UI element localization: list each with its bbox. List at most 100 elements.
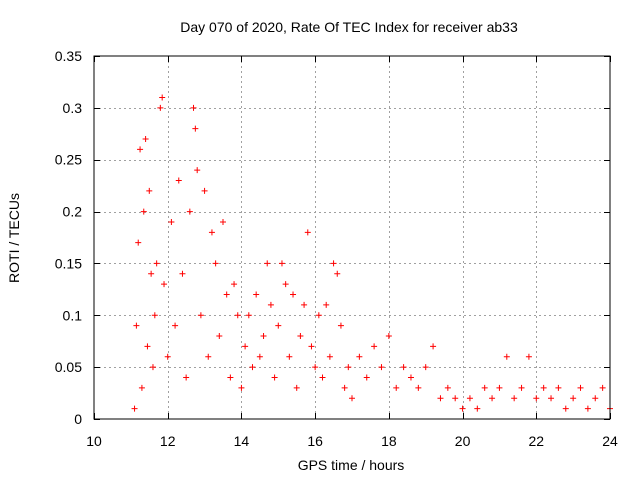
data-point xyxy=(444,384,451,391)
y-tick-label: 0.35 xyxy=(55,48,82,64)
data-point xyxy=(540,384,547,391)
data-point xyxy=(138,384,145,391)
data-point xyxy=(304,229,311,236)
x-tick-label: 12 xyxy=(160,433,176,449)
data-point xyxy=(260,333,267,340)
data-point xyxy=(131,405,138,412)
data-point xyxy=(363,374,370,381)
data-point xyxy=(570,395,577,402)
data-point xyxy=(231,281,238,288)
x-tick-label: 18 xyxy=(381,433,397,449)
data-point xyxy=(172,322,179,329)
data-point xyxy=(271,374,278,381)
data-point xyxy=(562,405,569,412)
data-point xyxy=(234,312,241,319)
x-tick-label: 10 xyxy=(86,433,102,449)
data-point xyxy=(216,333,223,340)
data-point xyxy=(459,405,466,412)
x-tick-label: 14 xyxy=(234,433,250,449)
data-point xyxy=(290,291,297,298)
data-point xyxy=(179,270,186,277)
data-point xyxy=(437,395,444,402)
data-point xyxy=(407,374,414,381)
data-point xyxy=(168,218,175,225)
data-point xyxy=(153,260,160,267)
data-point xyxy=(275,322,282,329)
data-point xyxy=(323,301,330,308)
x-tick-label: 24 xyxy=(602,433,618,449)
data-point xyxy=(481,384,488,391)
data-point xyxy=(577,384,584,391)
data-point xyxy=(161,281,168,288)
data-point xyxy=(599,384,606,391)
y-axis-title: ROTI / TECUs xyxy=(6,193,22,283)
data-point xyxy=(533,395,540,402)
y-tick-label: 0.3 xyxy=(63,100,83,116)
data-point xyxy=(548,395,555,402)
y-tick-label: 0.15 xyxy=(55,255,82,271)
y-tick-label: 0.1 xyxy=(63,307,83,323)
data-point xyxy=(144,343,151,350)
data-point xyxy=(242,343,249,350)
data-point xyxy=(278,260,285,267)
data-point xyxy=(330,260,337,267)
data-point xyxy=(212,260,219,267)
data-point xyxy=(496,384,503,391)
data-point xyxy=(489,395,496,402)
plot-frame xyxy=(93,55,611,420)
data-point xyxy=(466,395,473,402)
data-point xyxy=(282,281,289,288)
x-tick-label: 20 xyxy=(455,433,471,449)
data-point xyxy=(197,312,204,319)
data-point xyxy=(315,312,322,319)
data-point xyxy=(148,270,155,277)
data-point xyxy=(133,322,140,329)
x-tick-label: 22 xyxy=(528,433,544,449)
data-point xyxy=(238,384,245,391)
data-point xyxy=(164,353,171,360)
data-point xyxy=(415,384,422,391)
data-point xyxy=(223,291,230,298)
data-point xyxy=(190,104,197,111)
data-point xyxy=(400,364,407,371)
data-point xyxy=(341,384,348,391)
data-point xyxy=(256,353,263,360)
y-tick-label: 0 xyxy=(74,411,82,427)
grid-lines xyxy=(94,56,610,419)
data-point xyxy=(592,395,599,402)
data-point xyxy=(149,364,156,371)
data-point xyxy=(312,364,319,371)
data-point xyxy=(378,364,385,371)
data-point xyxy=(245,312,252,319)
y-tick-label: 0.2 xyxy=(63,204,83,220)
data-point xyxy=(194,167,201,174)
data-point xyxy=(151,312,158,319)
chart-title: Day 070 of 2020, Rate Of TEC Index for r… xyxy=(180,19,518,35)
data-point xyxy=(422,364,429,371)
data-point xyxy=(220,218,226,225)
data-point xyxy=(157,104,164,111)
data-point xyxy=(192,125,199,132)
data-point xyxy=(205,353,212,360)
data-point xyxy=(159,94,166,101)
data-point xyxy=(146,187,153,194)
data-point xyxy=(385,333,392,340)
data-point xyxy=(142,135,149,142)
data-point xyxy=(371,343,378,350)
data-point xyxy=(183,374,190,381)
data-point xyxy=(452,395,459,402)
data-point xyxy=(249,364,256,371)
data-point xyxy=(474,405,481,412)
y-tick-label: 0.05 xyxy=(55,359,82,375)
y-tick-label: 0.25 xyxy=(55,152,82,168)
data-point xyxy=(503,353,510,360)
data-point xyxy=(135,239,142,246)
y-axis-ticks: 0 0.05 0.1 0.15 0.2 0.25 0.3 0.35 xyxy=(55,48,610,427)
data-point xyxy=(208,229,215,236)
data-point xyxy=(511,395,518,402)
data-point xyxy=(293,384,300,391)
data-point xyxy=(286,353,293,360)
data-points xyxy=(131,94,613,412)
data-point xyxy=(525,353,532,360)
